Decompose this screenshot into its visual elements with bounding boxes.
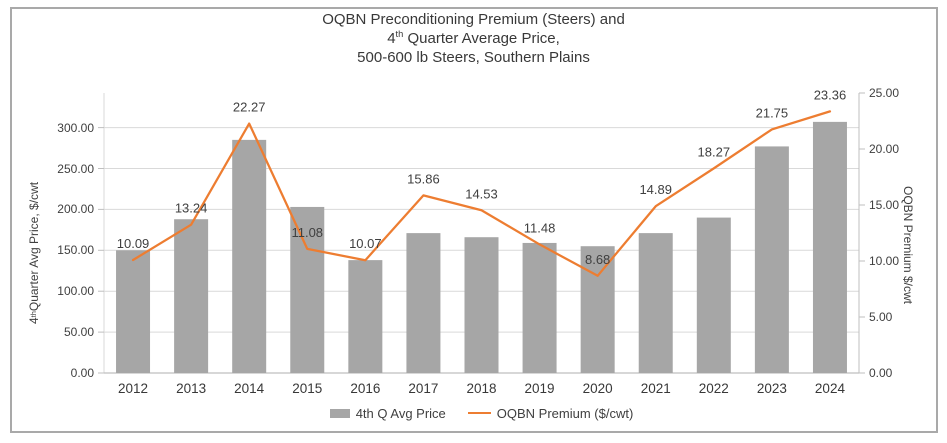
line-data-label-2019: 11.48: [524, 220, 556, 235]
bar-2019: [522, 242, 557, 373]
left-axis-tick-label: 300.00: [57, 120, 94, 135]
bar-2023: [754, 146, 789, 373]
chart-title: OQBN Preconditioning Premium (Steers) an…: [0, 10, 947, 67]
left-axis-tick-label: 150.00: [57, 243, 94, 258]
right-axis-tick-label: 0.00: [869, 366, 893, 380]
category-label-2021: 2021: [640, 381, 671, 396]
line-series-swatch: [467, 411, 491, 415]
category-label-2022: 2022: [698, 381, 729, 396]
right-axis-tick-label: 25.00: [869, 86, 900, 100]
premium-line: [131, 110, 832, 277]
category-label-2018: 2018: [466, 381, 497, 396]
category-label-2016: 2016: [350, 381, 381, 396]
line-data-label-2012: 10.09: [117, 236, 150, 251]
legend-item-bar: 4th Q Avg Price: [329, 405, 446, 421]
category-label-2017: 2017: [408, 381, 439, 396]
legend-item-line: OQBN Premium ($/cwt): [467, 405, 634, 421]
line-data-label-2020: 8.68: [585, 252, 610, 267]
bar-2015: [290, 206, 325, 373]
chart-title-line1: OQBN Preconditioning Premium (Steers) an…: [322, 11, 625, 28]
line-data-label-2017: 15.86: [407, 171, 440, 186]
line-data-label-2013: 13.24: [175, 201, 208, 216]
chart-title-line2: 4th Quarter Average Price,: [387, 29, 560, 47]
bar-2013: [174, 219, 209, 373]
line-data-label-2016: 10.07: [349, 236, 382, 251]
right-axis-tick-label: 5.00: [869, 310, 893, 324]
right-axis-tick-label: 10.00: [869, 254, 900, 268]
line-data-label-2024: 23.36: [814, 87, 847, 102]
line-data-label-2015: 11.08: [291, 225, 323, 240]
line-data-label-2021: 14.89: [639, 182, 672, 197]
right-axis-tick-label: 20.00: [869, 142, 900, 156]
line-data-label-2023: 21.75: [756, 105, 789, 120]
bar-2017: [406, 233, 441, 373]
bar-2020: [580, 246, 615, 373]
bar-2012: [116, 250, 151, 373]
bar-2014: [232, 139, 267, 373]
category-label-2013: 2013: [176, 381, 207, 396]
legend-bar-label: 4th Q Avg Price: [355, 405, 446, 421]
left-axis-tick-label: 0.00: [70, 366, 94, 380]
bar-series-swatch: [329, 408, 350, 418]
line-data-label-2022: 18.27: [698, 144, 731, 159]
chart-title-line3: 500-600 lb Steers, Southern Plains: [357, 49, 590, 66]
bar-2024: [812, 121, 847, 374]
legend: 4th Q Avg Price OQBN Premium ($/cwt): [104, 403, 859, 423]
line-data-label-2014: 22.27: [233, 100, 266, 115]
bar-2022: [696, 217, 731, 373]
bar-2018: [464, 237, 499, 373]
left-axis-tick-label: 100.00: [57, 284, 94, 299]
left-axis-tick-label: 200.00: [57, 202, 94, 217]
category-label-2014: 2014: [234, 381, 265, 396]
left-axis-tick-label: 250.00: [57, 161, 94, 176]
category-label-2019: 2019: [524, 381, 555, 396]
line-data-label-2018: 14.53: [465, 186, 498, 201]
category-label-2020: 2020: [582, 381, 613, 396]
left-axis-tick-label: 50.00: [63, 325, 94, 340]
category-label-2012: 2012: [118, 381, 149, 396]
category-label-2015: 2015: [292, 381, 323, 396]
category-label-2024: 2024: [814, 381, 845, 396]
bar-2016: [348, 260, 383, 373]
right-axis-tick-label: 15.00: [869, 198, 900, 212]
bar-2021: [638, 233, 673, 373]
legend-line-label: OQBN Premium ($/cwt): [496, 405, 634, 421]
category-label-2023: 2023: [756, 381, 787, 396]
